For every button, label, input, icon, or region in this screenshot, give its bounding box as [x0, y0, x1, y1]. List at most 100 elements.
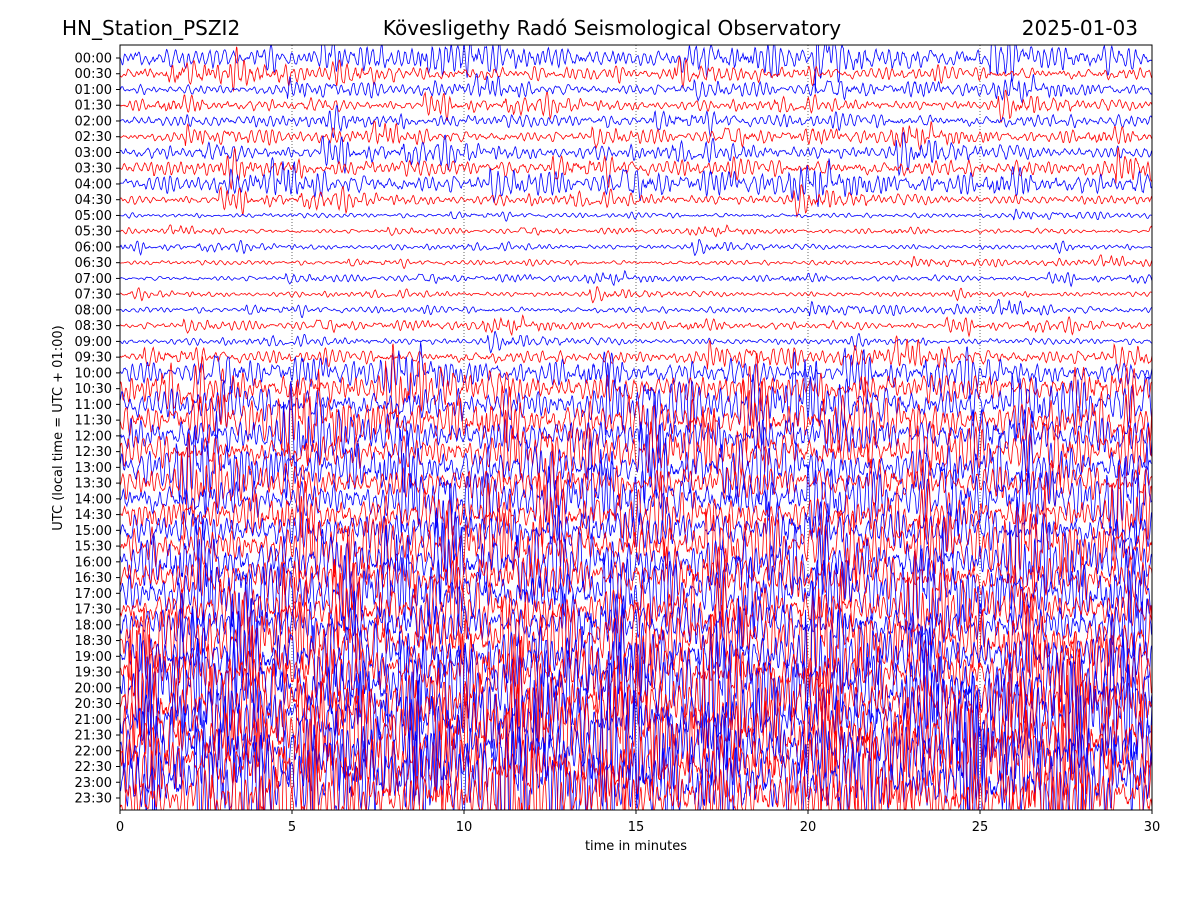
- y-tick-label: 15:30: [75, 540, 112, 555]
- trace-0400: [120, 156, 1152, 207]
- y-tick-label: 05:30: [75, 225, 112, 240]
- y-tick-label: 10:00: [75, 366, 112, 381]
- y-tick-label: 14:00: [75, 492, 112, 507]
- y-tick-label: 03:00: [75, 146, 112, 161]
- y-tick-label: 09:00: [75, 335, 112, 350]
- y-tick-label: 20:00: [75, 681, 112, 696]
- y-tick-label: 17:30: [75, 603, 112, 618]
- y-tick-label: 06:00: [75, 240, 112, 255]
- y-tick-label: 13:00: [75, 461, 112, 476]
- trace-0500: [120, 208, 1152, 222]
- y-tick-label: 22:30: [75, 760, 112, 775]
- y-tick-label: 18:00: [75, 618, 112, 633]
- x-tick-label: 5: [288, 820, 296, 835]
- y-tick-label: 16:30: [75, 571, 112, 586]
- y-tick-label: 07:00: [75, 272, 112, 287]
- x-axis-label: time in minutes: [585, 839, 687, 854]
- trace-0300: [120, 131, 1152, 177]
- station-label: HN_Station_PSZI2: [62, 16, 240, 40]
- y-tick-label: 20:30: [75, 697, 112, 712]
- y-tick-label: 22:00: [75, 744, 112, 759]
- y-tick-label: 11:30: [75, 414, 112, 429]
- trace-1030: [120, 343, 1152, 440]
- trace-2130: [120, 632, 1152, 810]
- y-tick-label: 04:30: [75, 193, 112, 208]
- y-tick-label: 04:00: [75, 177, 112, 192]
- y-tick-label: 14:30: [75, 508, 112, 523]
- trace-0330: [120, 147, 1152, 190]
- y-tick-label: 06:30: [75, 256, 112, 271]
- trace-1200: [120, 381, 1152, 499]
- trace-0630: [120, 254, 1152, 269]
- y-tick-label: 12:00: [75, 429, 112, 444]
- trace-0200: [120, 104, 1152, 139]
- trace-2330: [120, 708, 1152, 810]
- trace-0730: [120, 286, 1152, 304]
- y-tick-label: 01:30: [75, 99, 112, 114]
- y-tick-label: 13:30: [75, 477, 112, 492]
- y-tick-label: 02:30: [75, 130, 112, 145]
- x-tick-label: 20: [800, 820, 817, 835]
- y-tick-label: 17:00: [75, 587, 112, 602]
- traces: [120, 45, 1152, 810]
- y-tick-label: 16:00: [75, 555, 112, 570]
- y-tick-label: 07:30: [75, 288, 112, 303]
- trace-1130: [120, 368, 1152, 473]
- y-axis-label: UTC (local time = UTC + 01:00): [51, 325, 66, 530]
- y-tick-label: 09:30: [75, 351, 112, 366]
- trace-0800: [120, 298, 1152, 318]
- y-tick-label: 10:30: [75, 382, 112, 397]
- y-tick-label: 08:00: [75, 303, 112, 318]
- y-tick-label: 00:00: [75, 52, 112, 67]
- y-tick-label: 21:00: [75, 713, 112, 728]
- trace-0130: [120, 89, 1152, 124]
- trace-0930: [120, 335, 1152, 374]
- y-tick-label: 12:30: [75, 445, 112, 460]
- trace-0530: [120, 224, 1152, 238]
- trace-0430: [120, 184, 1152, 218]
- trace-1400: [120, 440, 1152, 550]
- y-tick-label: 03:30: [75, 162, 112, 177]
- y-tick-label: 15:00: [75, 524, 112, 539]
- chart-title: Kövesligethy Radó Seismological Observat…: [383, 16, 841, 40]
- y-tick-label: 11:00: [75, 398, 112, 413]
- x-tick-label: 30: [1144, 820, 1161, 835]
- trace-1930: [120, 605, 1152, 742]
- trace-0900: [120, 330, 1152, 354]
- trace-0830: [120, 314, 1152, 338]
- trace-2200: [120, 651, 1152, 810]
- trace-1300: [120, 411, 1152, 525]
- trace-0000: [120, 45, 1152, 94]
- y-tick-label: 02:00: [75, 114, 112, 129]
- trace-0230: [120, 120, 1152, 151]
- y-tick-label: 23:30: [75, 792, 112, 807]
- y-tick-label: 19:30: [75, 666, 112, 681]
- x-axis: 0 5 10 15 20 25 30: [116, 810, 1160, 835]
- trace-0700: [120, 269, 1152, 288]
- trace-2300: [120, 680, 1152, 810]
- trace-1600: [120, 496, 1152, 636]
- trace-1430: [120, 464, 1152, 572]
- y-tick-label: 08:30: [75, 319, 112, 334]
- date-label: 2025-01-03: [1022, 16, 1138, 40]
- x-tick-label: 25: [972, 820, 989, 835]
- trace-0030: [120, 46, 1152, 93]
- y-tick-label: 21:30: [75, 729, 112, 744]
- trace-0600: [120, 238, 1152, 257]
- x-tick-label: 10: [456, 820, 473, 835]
- x-tick-label: 0: [116, 820, 124, 835]
- x-tick-label: 15: [628, 820, 645, 835]
- y-tick-label: 01:00: [75, 83, 112, 98]
- y-tick-label: 00:30: [75, 67, 112, 82]
- y-axis: 00:0000:3001:0001:3002:0002:3003:0003:30…: [75, 52, 120, 807]
- y-tick-label: 23:00: [75, 776, 112, 791]
- y-tick-label: 19:00: [75, 650, 112, 665]
- trace-1800: [120, 570, 1152, 681]
- y-tick-label: 05:00: [75, 209, 112, 224]
- trace-0100: [120, 72, 1152, 104]
- trace-1530: [120, 482, 1152, 602]
- trace-2000: [120, 593, 1152, 771]
- y-tick-label: 18:30: [75, 634, 112, 649]
- trace-1700: [120, 524, 1152, 654]
